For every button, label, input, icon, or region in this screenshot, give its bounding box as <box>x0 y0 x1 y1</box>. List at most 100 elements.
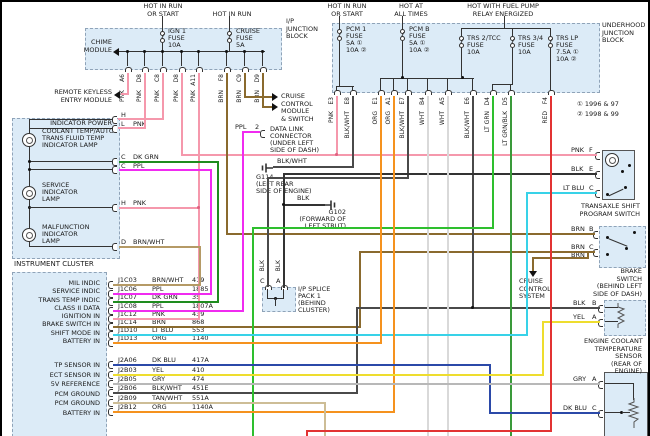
pin-label: A5 <box>439 97 446 105</box>
row-circuit: 1807A <box>192 302 213 310</box>
mil-lamp-icon <box>22 228 36 242</box>
g114-wire-label: BLK/WHT <box>277 157 307 165</box>
coolant-temp-lamp-icon <box>22 133 36 147</box>
wire-ltblu <box>526 192 528 336</box>
wire-pnk-e3 <box>336 96 338 155</box>
junction-dot <box>225 50 228 53</box>
wire-pnk <box>198 73 200 318</box>
underhood-junction-block-box <box>332 23 600 93</box>
trs34-fuse-label: TRS 3/4 FUSE 10A <box>518 34 544 56</box>
row-color: DK BLU <box>152 356 176 364</box>
row-connector-icon <box>108 331 113 339</box>
instrument-cluster-box <box>12 272 107 436</box>
row-id: J2B03 <box>118 366 137 374</box>
wire-pnk <box>118 118 164 120</box>
switch-contact-dot <box>628 164 631 167</box>
trs34-out <box>512 48 513 84</box>
pcmb-fuse-label: PCM B FUSE 5A ① 10A ② <box>409 25 430 54</box>
pin-label: C9 <box>236 74 243 83</box>
connector-f8-icon <box>224 67 231 72</box>
pin-label: H <box>121 111 126 119</box>
trs34-up <box>512 28 513 37</box>
drop-d4 <box>492 84 493 91</box>
trs2-out <box>461 48 462 78</box>
row-color: BLK/WHT <box>152 384 182 392</box>
wire-ltgrn <box>492 96 494 229</box>
ect-resistor-icon <box>616 303 626 328</box>
connector-d4-icon <box>490 90 497 95</box>
switch-contact-dot <box>606 236 609 239</box>
junction-dot <box>461 76 464 79</box>
row-color: YEL <box>152 366 164 374</box>
pin-label: A6 <box>119 74 126 82</box>
wire-gry <box>113 383 600 385</box>
connector-c1-icon <box>112 158 117 166</box>
lamp1-top-stub <box>29 119 30 134</box>
junction-dot <box>161 50 164 53</box>
junction-dot <box>126 50 129 53</box>
row-circuit: 417A <box>192 356 209 364</box>
pin-label: E3 <box>328 97 335 105</box>
connector-c2-icon <box>112 166 117 174</box>
pin-label: B4 <box>419 97 426 105</box>
wire-ppl <box>113 293 212 295</box>
cruise-fuse-label: CRUISE FUSE 5A <box>236 27 260 49</box>
drop-a11 <box>198 52 199 66</box>
ind-line-h2 <box>29 207 114 208</box>
row-color: BRN <box>152 318 166 326</box>
row-id: J1C12 <box>118 310 137 318</box>
trs2-up <box>461 28 462 37</box>
cluster-group2-labels: TP SENSOR IN ECT SENSOR IN 5V REFERENCE PCM… <box>49 361 100 417</box>
wire-color-label: PNK <box>119 90 126 103</box>
wire-color-label: PNK <box>571 146 585 154</box>
connector-a11-icon <box>196 67 203 72</box>
wire-brn <box>587 251 589 259</box>
wire-color-label: PNK <box>136 90 143 103</box>
pin-label: L <box>121 120 125 128</box>
wire-brn <box>113 326 361 328</box>
drop-d5 <box>510 84 511 91</box>
trs-bus <box>461 28 551 29</box>
connector-a1-icon <box>391 90 398 95</box>
connector-d8a-icon <box>142 67 149 72</box>
drop-e3 <box>336 86 337 91</box>
pcm1-out <box>339 41 340 86</box>
pin-label: E6 <box>464 97 471 105</box>
pin-label: A <box>592 375 597 383</box>
dlc-wire-label: PPL <box>235 123 247 131</box>
wiper-dot <box>620 411 623 414</box>
wire-color-label: GRY <box>573 375 587 383</box>
wire-color-label: PNK <box>133 120 147 128</box>
drop-c9 <box>244 52 245 66</box>
rke-arrow-icon <box>114 91 120 99</box>
cluster-group1-labels: MIL INDIC SERVICE INDIC TRANS TEMP INDIC CL… <box>38 279 100 346</box>
wire-pnk <box>121 93 129 95</box>
underhood-junction-block-label: UNDERHOOD JUNCTION BLOCK <box>602 21 646 44</box>
transaxle-lamp-icon <box>605 153 619 167</box>
header-hot-in-run-or-start-uh: HOT IN RUN OR START <box>327 2 367 18</box>
pcm1-stub <box>339 16 340 30</box>
wire-color-label: LT BLU <box>563 184 585 192</box>
legend-row-2: ② 1998 & 99 <box>577 110 619 118</box>
wire-brn <box>532 257 589 259</box>
row-circuit: 451E <box>192 384 209 392</box>
connector-h2-icon <box>112 204 117 212</box>
connector-d9-icon <box>260 67 267 72</box>
wire-pnk <box>113 318 200 320</box>
ect-int1 <box>605 307 618 308</box>
pin-label: D5 <box>502 97 509 106</box>
transaxle-pin-e-icon <box>595 171 600 179</box>
tp-resistor-icon <box>627 398 640 428</box>
row-circuit: 35 <box>192 293 201 301</box>
wire-color-label: BRN <box>571 243 585 251</box>
wire-ltblu <box>113 334 528 336</box>
wire-pnk <box>162 73 164 118</box>
pin-label: E8 <box>344 97 351 105</box>
ect-pin-a-icon <box>598 319 603 327</box>
wire-ppl-dlc <box>242 131 260 133</box>
lamp3-bottom-stub <box>29 241 30 247</box>
row-color: PNK <box>152 310 166 318</box>
junction-dot <box>180 50 183 53</box>
row-connector-icon <box>108 361 113 369</box>
splice-pin-c: C <box>260 277 265 285</box>
